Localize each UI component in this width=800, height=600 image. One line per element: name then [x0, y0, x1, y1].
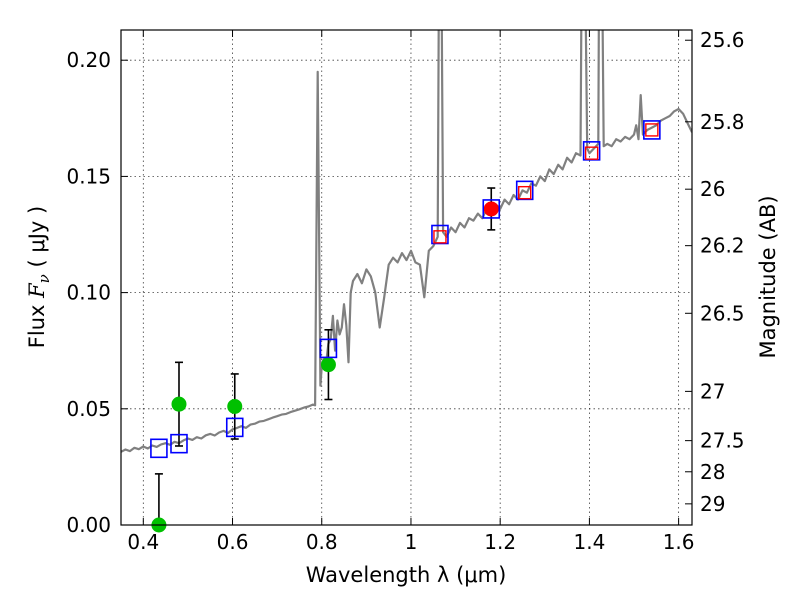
- series-layer: [121, 30, 692, 453]
- model-band-square: [482, 199, 501, 219]
- y2-tick-label: 25.6: [700, 28, 745, 52]
- y-axis-title-symbol: F: [25, 282, 49, 299]
- model-band-square-observed: [518, 185, 532, 200]
- ticks: 0.4 0.6 0.8 1 1.2 1.4 1.6 0.00 0.05 0.10 0.15 0.20 2…: [66, 28, 744, 554]
- x-tick-label: 1.2: [484, 530, 516, 554]
- y-tick-label: 0.00: [66, 513, 111, 537]
- x-tick-label: 0.6: [217, 530, 249, 554]
- y-tick-label: 0.10: [66, 281, 111, 305]
- y2-tick-label: 27: [700, 379, 725, 403]
- model-band-square: [225, 417, 244, 438]
- y2-axis-title: Magnitude (AB): [756, 195, 780, 358]
- model-band-square: [643, 120, 661, 140]
- model-band-square-observed: [433, 230, 447, 244]
- model-band-square: [150, 438, 168, 459]
- spectrum-line: [121, 30, 692, 453]
- y-tick-label: 0.05: [66, 397, 111, 421]
- y-tick-label: 0.15: [66, 164, 111, 188]
- y-axis-title-suffix: ( μJy ): [25, 206, 49, 274]
- x-tick-label: 0.4: [127, 530, 159, 554]
- y2-tick-label: 26.2: [700, 234, 745, 258]
- y-tick-label: 0.20: [66, 48, 111, 72]
- plot-frame: [120, 29, 693, 526]
- x-tick-label: 1.6: [663, 530, 695, 554]
- data-point: [483, 201, 499, 217]
- y-axis-title-subscript: ν: [35, 274, 53, 283]
- data-point: [320, 357, 336, 373]
- y-axis-title: Flux Fν ( μJy ): [25, 206, 53, 348]
- data-point: [227, 398, 243, 414]
- y-axis-title-prefix: Flux: [25, 298, 49, 348]
- x-axis-title: Wavelength λ (μm): [306, 563, 507, 587]
- model-band-square: [170, 433, 188, 454]
- model-band-square: [319, 338, 338, 359]
- model-band-square-observed: [645, 123, 659, 137]
- x-tick-label: 0.8: [306, 530, 338, 554]
- model-band-square-observed: [584, 146, 599, 160]
- y2-tick-label: 25.8: [700, 110, 745, 134]
- x-tick-label: 1.4: [573, 530, 605, 554]
- data-point: [171, 396, 187, 412]
- y2-tick-label: 29: [700, 492, 725, 516]
- grid: [121, 30, 692, 526]
- x-tick-label: 1: [405, 530, 418, 554]
- y2-tick-label: 28: [700, 460, 725, 484]
- y2-tick-label: 26: [700, 177, 725, 201]
- y2-tick-label: 26.5: [700, 301, 745, 325]
- y2-tick-label: 27.5: [700, 429, 745, 453]
